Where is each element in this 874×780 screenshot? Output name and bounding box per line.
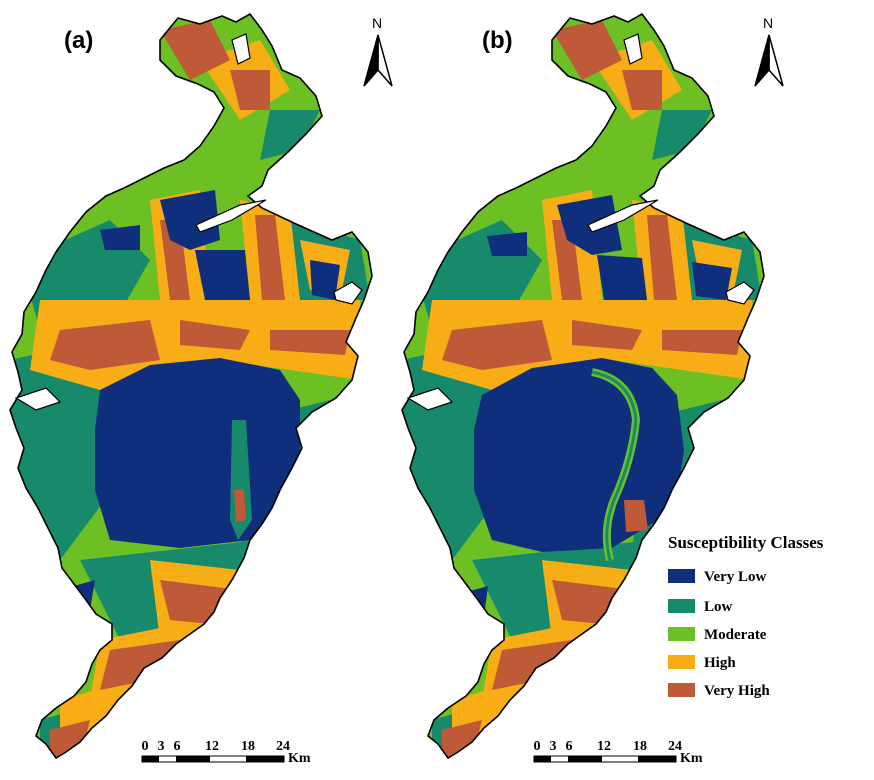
scale-bar-a: 0 3 6 12 18 24 Km [141, 739, 311, 766]
legend-item-low: Low [668, 599, 733, 615]
svg-text:N: N [372, 15, 382, 31]
scale-tick-12: 12 [597, 739, 611, 754]
scale-tick-12: 12 [205, 739, 219, 754]
legend-label-very-high: Very High [704, 683, 770, 699]
north-arrow-b-icon: N [754, 15, 784, 87]
scale-unit: Km [288, 751, 311, 766]
scale-tick-6: 6 [174, 739, 181, 754]
legend-swatch-very-low [668, 569, 695, 583]
scale-tick-3: 3 [158, 739, 165, 754]
scale-tick-18: 18 [241, 739, 255, 754]
legend-swatch-moderate [668, 627, 695, 641]
scale-tick-6: 6 [566, 739, 573, 754]
scale-tick-3: 3 [550, 739, 557, 754]
scale-tick-24: 24 [276, 739, 290, 754]
legend-title: Susceptibility Classes [668, 533, 824, 552]
legend-item-very-high: Very High [668, 683, 770, 699]
legend: Susceptibility Classes Very Low Low Mode… [668, 533, 824, 699]
legend-item-high: High [668, 655, 736, 671]
scale-tick-18: 18 [633, 739, 647, 754]
legend-item-very-low: Very Low [668, 569, 767, 585]
map-panel-b: (b) N 0 3 6 12 18 24 Km [401, 13, 784, 766]
legend-swatch-low [668, 599, 695, 613]
north-arrow-a-icon: N [363, 15, 393, 87]
map-panel-a: (a) N 0 3 6 12 18 24 Km [9, 13, 393, 766]
scale-tick-0: 0 [142, 739, 149, 754]
legend-label-moderate: Moderate [704, 627, 767, 643]
legend-label-very-low: Very Low [704, 569, 767, 585]
svg-text:N: N [763, 15, 773, 31]
legend-swatch-very-high [668, 683, 695, 697]
panel-label-a: (a) [64, 27, 93, 54]
legend-label-high: High [704, 655, 736, 671]
scale-tick-24: 24 [668, 739, 682, 754]
scale-bar-b: 0 3 6 12 18 24 Km [533, 739, 703, 766]
legend-swatch-high [668, 655, 695, 669]
legend-item-moderate: Moderate [668, 627, 767, 643]
panel-label-b: (b) [482, 27, 513, 54]
map-a-raster [10, 14, 372, 758]
legend-label-low: Low [704, 599, 733, 615]
scale-unit: Km [680, 751, 703, 766]
scale-tick-0: 0 [534, 739, 541, 754]
